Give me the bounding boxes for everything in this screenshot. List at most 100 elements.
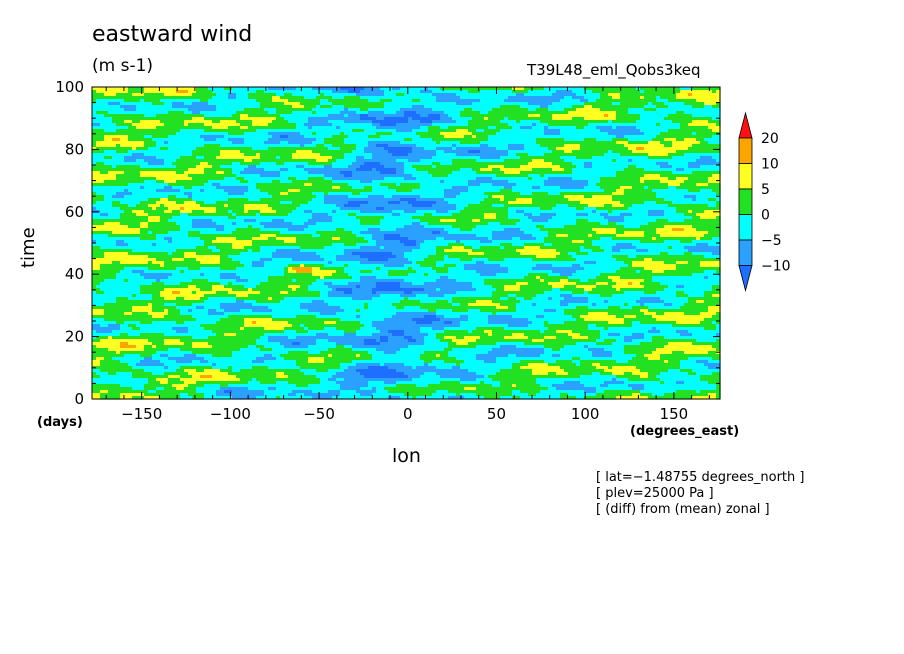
heatmap-cell bbox=[344, 90, 349, 94]
heatmap-cell bbox=[508, 99, 513, 103]
heatmap-cell bbox=[452, 96, 457, 100]
heatmap-cell bbox=[496, 123, 501, 127]
heatmap-cell bbox=[328, 171, 333, 175]
heatmap-cell bbox=[352, 177, 357, 181]
heatmap-cell bbox=[276, 123, 281, 127]
heatmap-cell bbox=[320, 120, 325, 124]
heatmap-cell bbox=[348, 99, 353, 103]
heatmap-cell bbox=[164, 129, 169, 133]
heatmap-cell bbox=[248, 108, 253, 112]
heatmap-cell bbox=[636, 102, 641, 106]
heatmap-cell bbox=[200, 99, 205, 103]
heatmap-cell bbox=[376, 123, 381, 127]
heatmap-cell bbox=[516, 144, 521, 148]
heatmap-cell bbox=[280, 141, 285, 145]
heatmap-cell bbox=[488, 177, 493, 181]
heatmap-cell bbox=[348, 168, 353, 172]
heatmap-cell bbox=[624, 153, 629, 157]
heatmap-cell bbox=[500, 132, 505, 136]
heatmap-cell bbox=[472, 114, 477, 118]
heatmap-cell bbox=[260, 96, 265, 100]
heatmap-cell bbox=[576, 99, 581, 103]
heatmap-cell bbox=[448, 111, 453, 115]
heatmap-cell bbox=[232, 156, 237, 160]
heatmap-cell bbox=[228, 93, 233, 97]
heatmap-cell bbox=[392, 126, 397, 130]
heatmap-cell bbox=[448, 87, 453, 91]
heatmap-cell bbox=[676, 105, 681, 109]
heatmap-cell bbox=[212, 111, 217, 115]
heatmap-cell bbox=[288, 156, 293, 160]
heatmap-cell bbox=[612, 141, 617, 145]
heatmap-cell bbox=[348, 126, 353, 130]
heatmap-cell bbox=[436, 156, 441, 160]
heatmap-cell bbox=[500, 105, 505, 109]
heatmap-cell bbox=[424, 174, 429, 178]
heatmap-cell bbox=[400, 144, 405, 148]
heatmap-cell bbox=[256, 180, 261, 184]
heatmap-cell bbox=[548, 111, 553, 115]
heatmap-cell bbox=[620, 171, 625, 175]
heatmap-cell bbox=[668, 114, 673, 118]
heatmap-cell bbox=[612, 156, 617, 160]
heatmap-cell bbox=[292, 96, 297, 100]
heatmap-cell bbox=[140, 123, 145, 127]
heatmap-cell bbox=[276, 132, 281, 136]
heatmap-cell bbox=[284, 132, 289, 136]
heatmap-cell bbox=[356, 150, 361, 154]
heatmap-cell bbox=[540, 135, 545, 139]
heatmap-cell bbox=[248, 99, 253, 103]
heatmap-cell bbox=[500, 129, 505, 133]
heatmap-cell bbox=[140, 174, 145, 178]
heatmap-cell bbox=[512, 147, 517, 151]
heatmap-cell bbox=[696, 150, 701, 154]
heatmap-cell bbox=[592, 150, 597, 154]
heatmap-cell bbox=[136, 114, 141, 118]
heatmap-cell bbox=[260, 138, 265, 142]
heatmap-cell bbox=[488, 168, 493, 172]
heatmap-cell bbox=[132, 129, 137, 133]
heatmap-cell bbox=[640, 123, 645, 127]
heatmap-cell bbox=[244, 123, 249, 127]
heatmap-cell bbox=[300, 111, 305, 115]
heatmap-cell bbox=[644, 135, 649, 139]
heatmap-cell bbox=[248, 174, 253, 178]
heatmap-cell bbox=[516, 165, 521, 169]
heatmap-cell bbox=[468, 165, 473, 169]
heatmap-cell bbox=[168, 87, 173, 91]
heatmap-cell bbox=[500, 138, 505, 142]
heatmap-cell bbox=[684, 99, 689, 103]
heatmap-cell bbox=[280, 135, 285, 139]
heatmap-cell bbox=[120, 177, 125, 181]
heatmap-cell bbox=[156, 93, 161, 97]
heatmap-cell bbox=[456, 132, 461, 136]
heatmap-cell bbox=[284, 156, 289, 160]
heatmap-cell bbox=[496, 90, 501, 94]
heatmap-cell bbox=[356, 114, 361, 118]
heatmap-cell bbox=[620, 108, 625, 112]
heatmap-cell bbox=[344, 102, 349, 106]
heatmap-cell bbox=[172, 123, 177, 127]
heatmap-cell bbox=[132, 144, 137, 148]
heatmap-cell bbox=[576, 150, 581, 154]
heatmap-cell bbox=[472, 150, 477, 154]
heatmap-cell bbox=[384, 132, 389, 136]
heatmap-cell bbox=[192, 117, 197, 121]
heatmap-cell bbox=[556, 174, 561, 178]
heatmap-cell bbox=[700, 93, 705, 97]
heatmap-cell bbox=[424, 132, 429, 136]
heatmap-cell bbox=[616, 138, 621, 142]
heatmap-cell bbox=[300, 153, 305, 157]
heatmap-cell bbox=[92, 135, 97, 139]
heatmap-cell bbox=[368, 135, 373, 139]
heatmap-cell bbox=[236, 108, 241, 112]
heatmap-cell bbox=[308, 87, 313, 91]
heatmap-cell bbox=[516, 174, 521, 178]
heatmap-cell bbox=[348, 93, 353, 97]
heatmap-cell bbox=[388, 156, 393, 160]
heatmap-cell bbox=[212, 108, 217, 112]
heatmap-cell bbox=[640, 96, 645, 100]
heatmap-cell bbox=[316, 123, 321, 127]
heatmap-cell bbox=[100, 177, 105, 181]
heatmap-cell bbox=[364, 153, 369, 157]
